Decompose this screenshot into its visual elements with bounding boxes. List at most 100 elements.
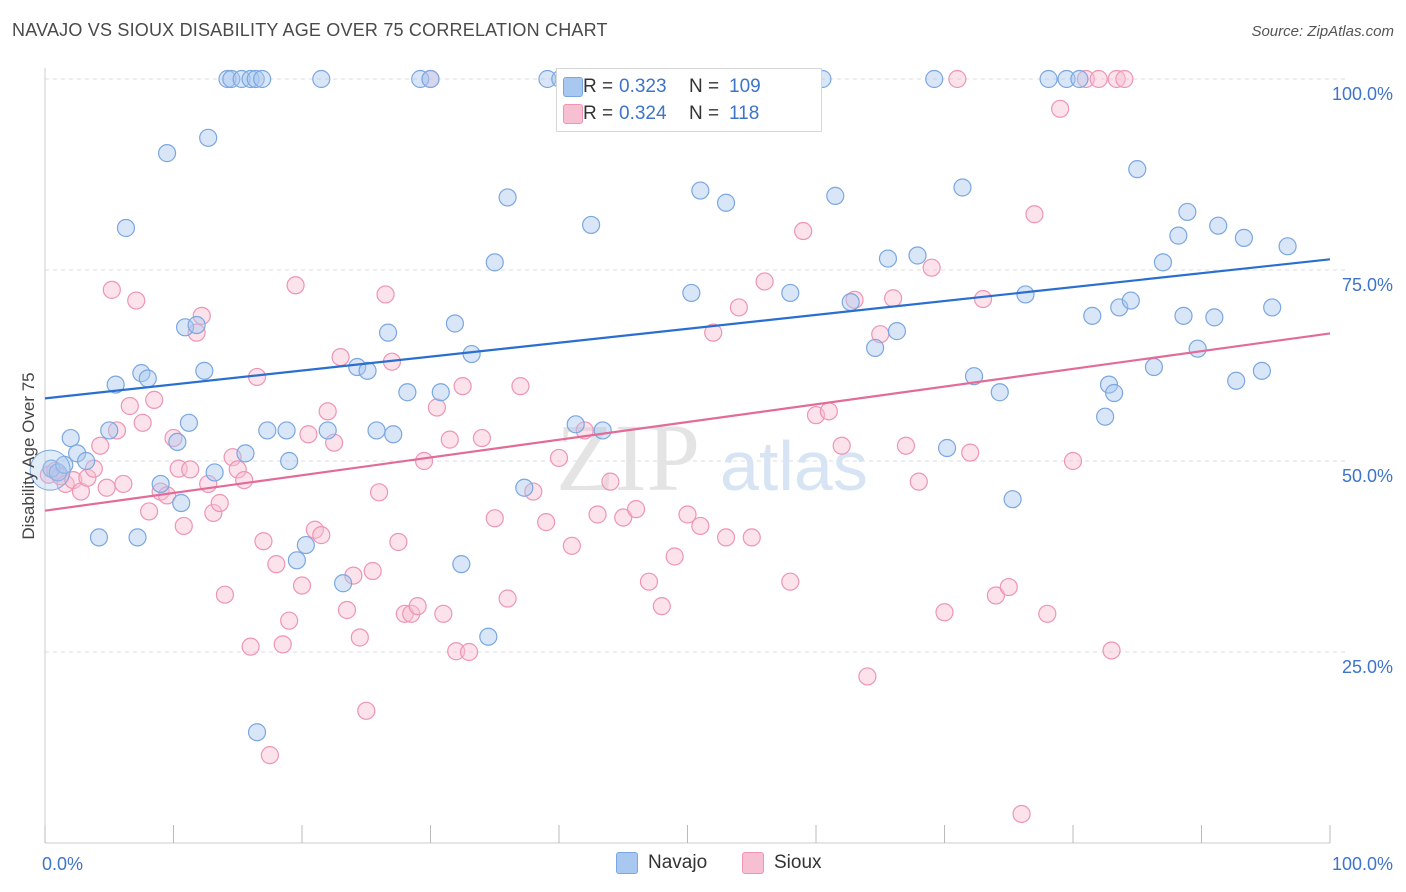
navajo-point: [48, 463, 67, 482]
sioux-point: [1012, 804, 1031, 824]
stats-legend: R = 0.323 N = 109 R = 0.324 N = 118: [556, 68, 822, 132]
navajo-point: [222, 69, 241, 89]
navajo-point: [691, 181, 710, 200]
sioux-point: [781, 572, 800, 591]
sioux-point: [376, 285, 395, 304]
sioux-point: [614, 508, 633, 527]
sioux-point: [678, 505, 697, 524]
sioux-point: [114, 474, 133, 494]
navajo-point: [61, 428, 80, 448]
legend-row-navajo: R = 0.323 N = 109: [563, 75, 761, 99]
navajo-point: [538, 69, 557, 89]
sioux-point: [704, 323, 723, 342]
y-tick-label: 50.0%: [1342, 466, 1393, 486]
watermark-atlas: atlas: [720, 427, 868, 505]
navajo-point: [296, 535, 315, 555]
sioux-point: [102, 280, 121, 299]
navajo-point: [151, 474, 170, 494]
navajo-point: [157, 144, 177, 163]
sioux-point: [755, 272, 774, 291]
navajo-legend-swatch: [616, 852, 638, 874]
legend-r-value: 0.323: [619, 76, 667, 97]
navajo-point: [421, 69, 440, 89]
navajo-point: [253, 69, 272, 89]
navajo-point: [116, 218, 136, 238]
navajo-point-cluster: [29, 449, 71, 491]
sioux-point: [485, 509, 504, 528]
navajo-legend-label: Navajo: [648, 852, 708, 873]
navajo-point: [1083, 306, 1102, 325]
navajo-point: [716, 193, 736, 212]
navajo-point: [318, 421, 337, 440]
navajo-point: [1169, 226, 1188, 245]
sioux-point: [414, 451, 434, 471]
navajo-point: [1105, 383, 1124, 403]
navajo-point: [682, 283, 701, 303]
sioux-point: [858, 667, 877, 686]
navajo-point: [841, 292, 860, 312]
navajo-point: [1144, 357, 1164, 377]
sioux-point: [562, 536, 581, 555]
tick-labels: 25.0% 50.0% 75.0% 100.0% 0.0% 100.0%: [42, 84, 1393, 874]
sioux-point: [84, 459, 103, 478]
sioux-point: [241, 637, 260, 656]
sioux-point: [402, 604, 421, 623]
navajo-point: [953, 178, 972, 197]
navajo-point: [925, 69, 944, 89]
sioux-point: [427, 398, 447, 417]
sioux-point: [652, 597, 671, 616]
navajo-point: [172, 493, 191, 513]
sioux-point: [210, 493, 229, 513]
sioux-point: [665, 547, 684, 566]
sioux-point: [716, 528, 736, 547]
sioux-point: [127, 291, 146, 310]
sioux-point: [181, 460, 200, 479]
sioux-point: [549, 448, 569, 468]
navajo-point: [431, 383, 450, 402]
sioux-point: [832, 436, 851, 455]
navajo-point: [236, 444, 255, 463]
sioux-point: [350, 628, 369, 647]
navajo-point: [138, 369, 157, 388]
sioux-point: [447, 642, 466, 661]
navajo-point: [582, 215, 601, 235]
sioux-point: [511, 377, 530, 396]
navajo-point: [1174, 306, 1193, 325]
navajo-trend-line: [44, 258, 1331, 400]
navajo-point: [566, 415, 585, 434]
sioux-swatch: [563, 104, 583, 124]
legend-n-value: 109: [729, 76, 761, 97]
sioux-point: [537, 513, 556, 532]
sioux-legend-label: Sioux: [774, 852, 822, 873]
trend-lines: [44, 258, 1331, 512]
navajo-point: [937, 438, 957, 458]
navajo-point: [1263, 298, 1282, 317]
navajo-point: [378, 323, 398, 342]
navajo-point: [367, 421, 386, 440]
navajo-point: [179, 413, 199, 432]
navajo-point: [479, 627, 498, 646]
sioux-point: [337, 600, 357, 620]
sioux-point: [626, 500, 646, 519]
sioux-point: [133, 413, 152, 432]
navajo-point: [277, 421, 296, 440]
sioux-point: [107, 421, 127, 440]
sioux-point: [408, 597, 427, 616]
navajo-point: [445, 314, 465, 333]
sioux-point: [472, 428, 491, 448]
navajo-point: [384, 425, 403, 444]
navajo-point: [1234, 228, 1254, 248]
sioux-point: [498, 589, 517, 608]
sioux-point: [742, 528, 761, 547]
sioux-point: [729, 298, 749, 317]
y-tick-label: 25.0%: [1342, 657, 1393, 677]
x-tick-label: 100.0%: [1332, 854, 1393, 874]
sioux-point: [187, 323, 206, 342]
bottom-legend-sioux: Sioux: [742, 852, 822, 874]
legend-r-label: R =: [583, 76, 614, 97]
sioux-point: [344, 566, 363, 585]
legend-n-label: N =: [689, 103, 720, 124]
sioux-point: [883, 289, 903, 308]
sioux-point: [1102, 641, 1121, 660]
